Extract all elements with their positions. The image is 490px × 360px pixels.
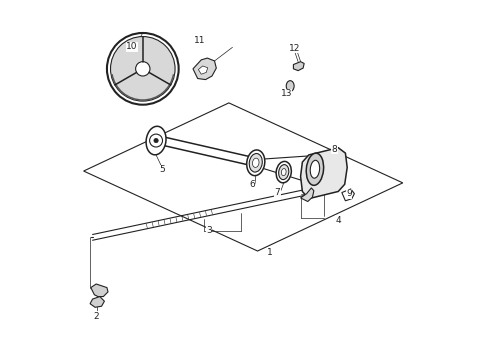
Polygon shape — [342, 189, 354, 201]
Ellipse shape — [252, 158, 259, 167]
Polygon shape — [91, 284, 108, 297]
Text: 10: 10 — [126, 42, 138, 51]
Ellipse shape — [281, 168, 286, 176]
Circle shape — [136, 62, 150, 76]
Polygon shape — [193, 58, 216, 80]
Ellipse shape — [146, 126, 166, 155]
Ellipse shape — [310, 160, 319, 178]
Text: 5: 5 — [160, 166, 166, 175]
Circle shape — [111, 37, 175, 101]
Text: 8: 8 — [332, 145, 338, 154]
Ellipse shape — [286, 81, 294, 91]
Text: 4: 4 — [336, 216, 341, 225]
Circle shape — [154, 138, 158, 143]
Ellipse shape — [279, 165, 289, 180]
Polygon shape — [90, 297, 104, 307]
Text: 2: 2 — [94, 312, 99, 321]
Polygon shape — [294, 62, 304, 71]
Ellipse shape — [249, 153, 262, 172]
Polygon shape — [300, 188, 314, 202]
Text: 7: 7 — [274, 188, 280, 197]
Ellipse shape — [276, 161, 292, 183]
Ellipse shape — [306, 153, 323, 185]
Text: 13: 13 — [280, 89, 292, 98]
Text: 1: 1 — [267, 248, 273, 257]
Text: 12: 12 — [289, 44, 300, 53]
Ellipse shape — [246, 150, 265, 176]
Text: 11: 11 — [195, 36, 206, 45]
Polygon shape — [300, 148, 347, 199]
Text: 6: 6 — [249, 180, 255, 189]
Polygon shape — [198, 66, 208, 74]
Text: 9: 9 — [346, 189, 352, 198]
Text: 3: 3 — [206, 226, 212, 235]
